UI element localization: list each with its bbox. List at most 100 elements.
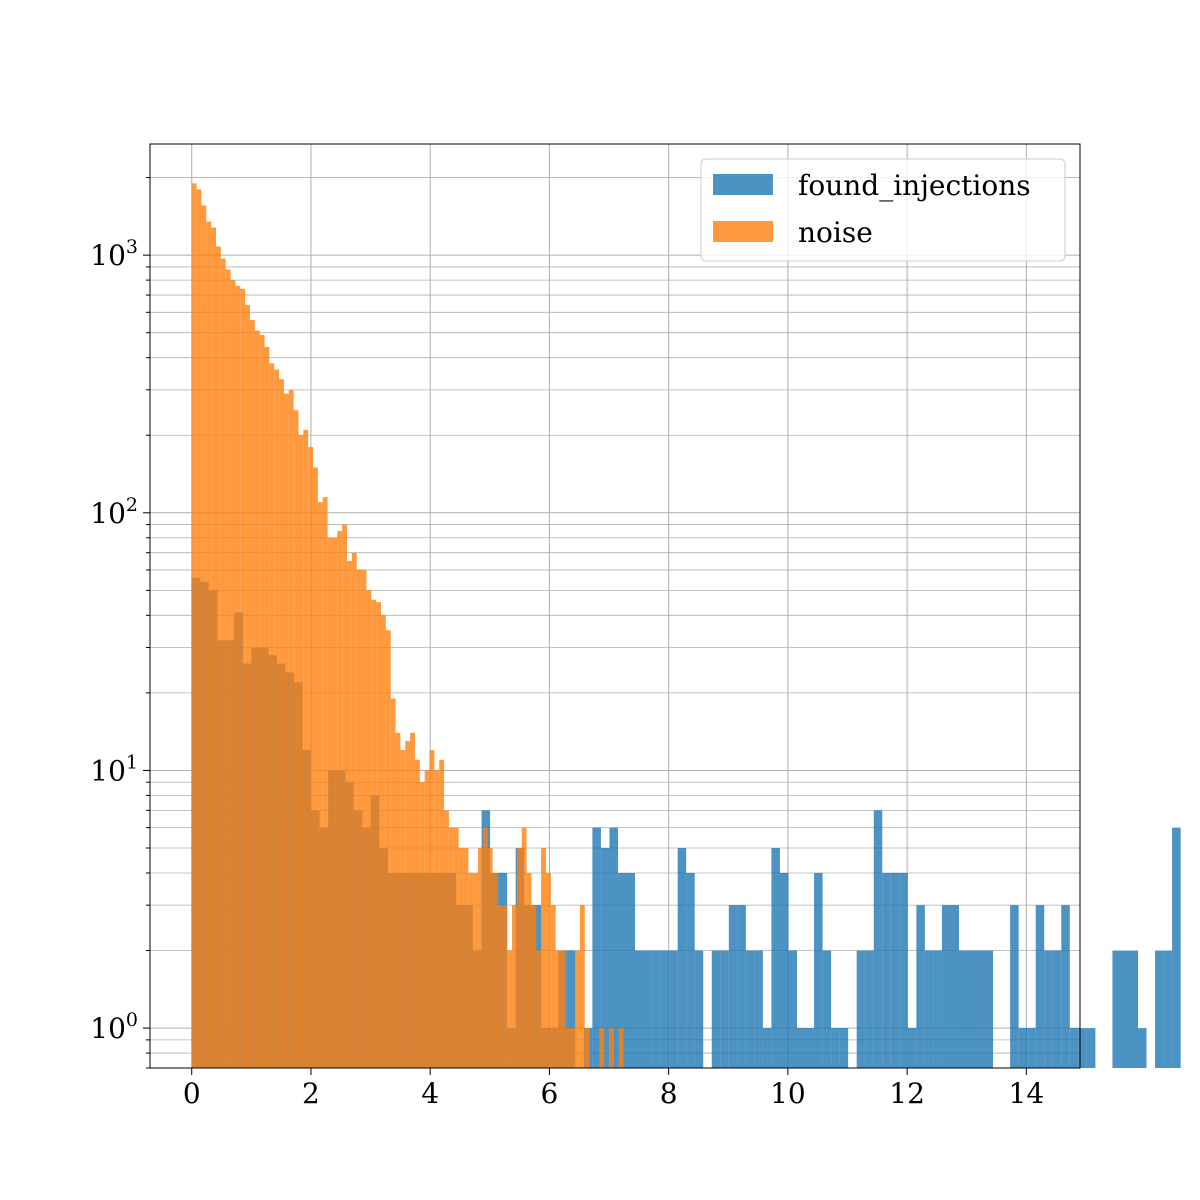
bar-found-injections (797, 1028, 806, 1068)
bar-found-injections (1010, 905, 1019, 1068)
bar-noise (230, 280, 236, 1069)
bar-noise (293, 410, 299, 1068)
bar-found-injections (686, 872, 695, 1068)
bar-noise (240, 288, 246, 1068)
bar-found-injections (814, 872, 823, 1068)
bar-noise (507, 950, 513, 1068)
bar-noise (347, 560, 352, 1068)
y-tick-label: 103 (90, 236, 138, 272)
bar-noise (463, 848, 469, 1068)
legend: found_injections noise (700, 158, 1066, 262)
bar-found-injections (1120, 950, 1130, 1068)
bar-noise (487, 848, 493, 1068)
bar-noise (196, 189, 202, 1068)
bar-noise (531, 905, 537, 1068)
bar-noise (497, 905, 503, 1068)
bar-noise (424, 770, 430, 1068)
bar-found-injections (924, 950, 934, 1068)
bar-noise (565, 1028, 571, 1068)
bar-found-injections (754, 950, 763, 1068)
bar-noise (298, 435, 304, 1068)
bar-found-injections (839, 1028, 849, 1068)
x-tick-label: 14 (1009, 1077, 1045, 1110)
bar-noise (545, 872, 551, 1068)
bar-found-injections (711, 950, 721, 1068)
bar-found-injections (728, 905, 738, 1068)
bar-found-injections (694, 950, 704, 1068)
plot-frame (149, 143, 1081, 1069)
bar-found-injections (1052, 950, 1062, 1068)
y-tick-label: 102 (90, 494, 138, 530)
bars (191, 183, 1181, 1069)
bar-noise (220, 258, 226, 1069)
bar-found-injections (907, 1028, 917, 1068)
bar-noise (541, 848, 546, 1068)
bar-noise (618, 1028, 624, 1068)
bar-noise (274, 369, 280, 1068)
bar-found-injections (916, 905, 925, 1068)
bar-found-injections (822, 950, 832, 1068)
bar-noise (482, 827, 488, 1068)
bar-noise (351, 552, 357, 1068)
bar-found-injections (976, 950, 985, 1068)
bar-found-injections (984, 950, 994, 1068)
bar-noise (550, 905, 556, 1068)
bar-noise (245, 305, 250, 1068)
legend-label-found-injections: found_injections (798, 169, 1031, 202)
bar-noise (390, 698, 396, 1068)
bar-noise (555, 950, 561, 1068)
bar-found-injections (1027, 1028, 1036, 1068)
axes: 0 2 4 6 8 10 12 14 100 101 102 103 (90, 143, 1081, 1110)
bar-noise (308, 447, 314, 1068)
bar-noise (434, 770, 440, 1068)
bar-noise (521, 827, 527, 1068)
bar-found-injections (660, 950, 670, 1068)
bar-noise (283, 393, 289, 1068)
x-tick-label: 10 (770, 1077, 806, 1110)
bar-found-injections (720, 950, 729, 1068)
bar-found-injections (941, 905, 951, 1068)
bar-noise (254, 330, 260, 1069)
x-tick-label: 6 (541, 1077, 559, 1110)
bar-noise (376, 602, 381, 1068)
bar-noise (405, 741, 411, 1068)
bar-noise (201, 205, 207, 1069)
bar-noise (575, 950, 580, 1068)
bar-noise (342, 524, 348, 1068)
bar-noise (225, 269, 231, 1069)
bar-found-injections (617, 872, 627, 1068)
bar-noise (448, 827, 454, 1068)
bar-noise (526, 872, 532, 1068)
bar-noise (468, 872, 474, 1068)
bar-found-injections (933, 950, 942, 1068)
bar-noise (560, 950, 566, 1068)
bar-noise (317, 502, 323, 1069)
bar-found-injections (788, 950, 798, 1068)
bar-noise (439, 759, 445, 1068)
bar-found-injections (771, 848, 780, 1068)
bar-noise (249, 320, 255, 1068)
bar-noise (361, 569, 367, 1068)
bar-found-injections (609, 827, 618, 1068)
bar-found-injections (643, 950, 653, 1068)
bar-noise (579, 905, 585, 1068)
y-tick-label: 100 (90, 1009, 138, 1045)
bar-found-injections (1155, 950, 1164, 1068)
bar-noise (371, 599, 377, 1068)
bar-found-injections (1138, 1028, 1147, 1068)
bar-noise (570, 1028, 576, 1068)
bar-noise (453, 827, 459, 1068)
bar-noise (264, 347, 270, 1068)
bar-found-injections (1061, 905, 1070, 1068)
bar-found-injections (890, 872, 900, 1068)
x-tick-label: 8 (660, 1077, 678, 1110)
bar-found-injections (1035, 905, 1045, 1068)
bar-noise (215, 246, 221, 1068)
bar-found-injections (1112, 950, 1121, 1068)
bar-noise (269, 363, 275, 1068)
bar-found-injections (737, 905, 746, 1068)
bar-noise (380, 615, 386, 1068)
bar-noise (366, 590, 372, 1068)
bar-noise (410, 732, 415, 1068)
bar-noise (259, 334, 265, 1069)
